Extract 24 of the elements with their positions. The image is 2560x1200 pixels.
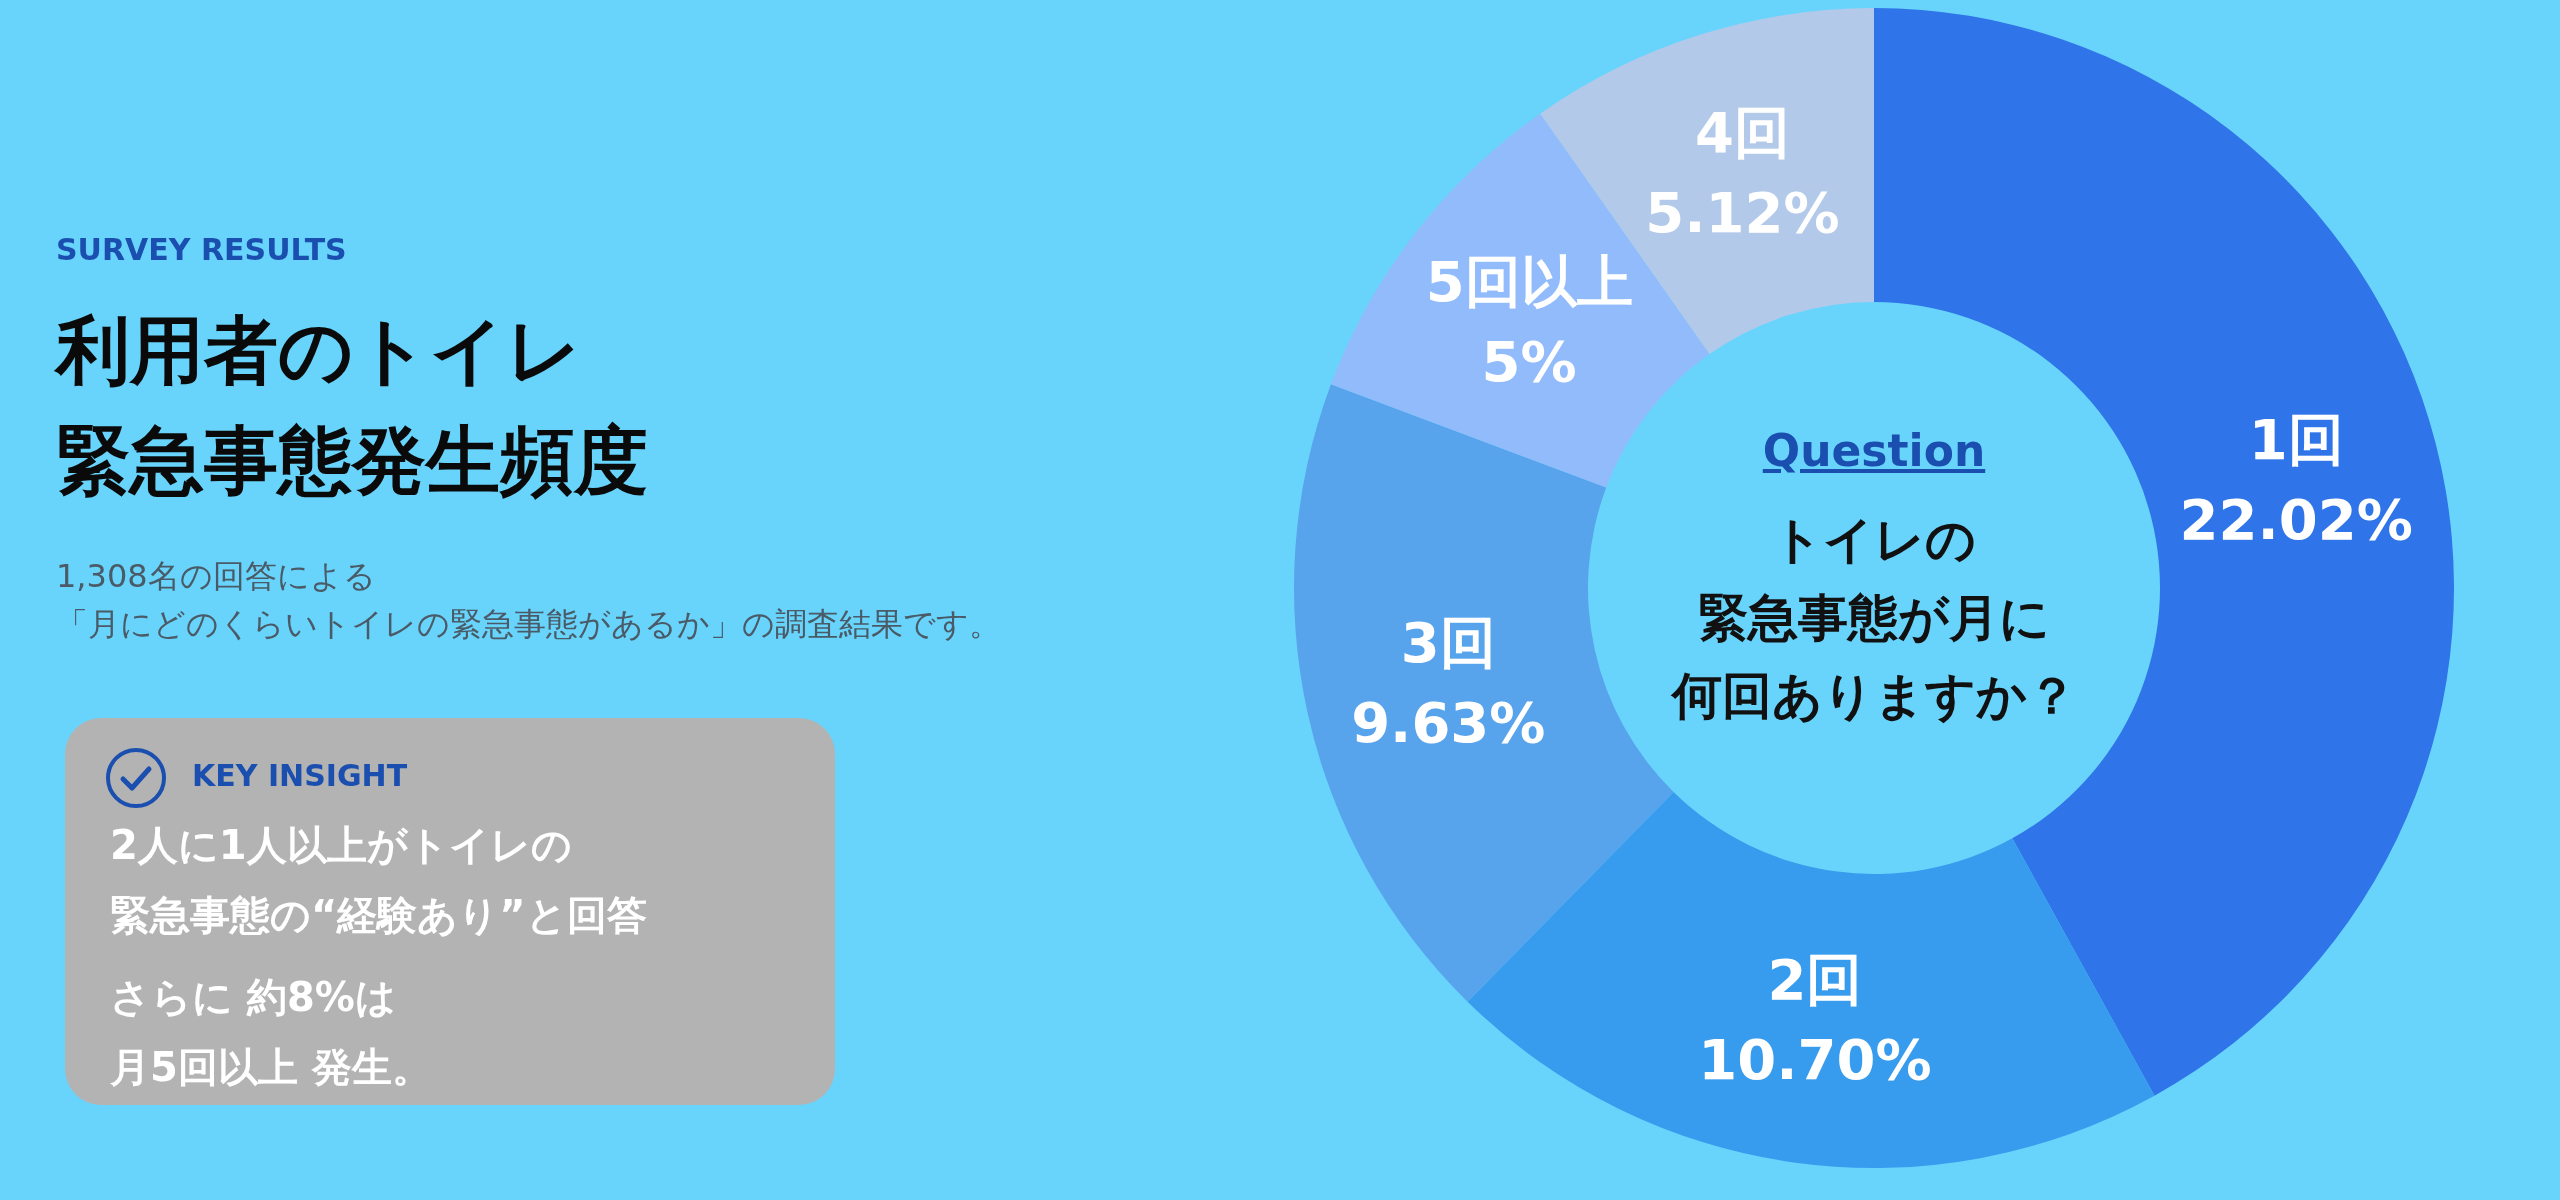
text: 利用者のトイレ xyxy=(56,306,582,395)
text: 「月にどのくらいトイレの緊急事態があるか」の調査結果です。 xyxy=(56,604,1001,645)
data-label: 22.02% xyxy=(2179,486,2413,552)
text: 1,308名の回答による xyxy=(56,556,376,597)
slice-label: 3回 xyxy=(1400,609,1496,675)
data-label: 5.12% xyxy=(1645,179,1840,245)
text: Question xyxy=(1762,425,1986,476)
data-label: 5% xyxy=(1481,328,1577,394)
slice-label: 1回 xyxy=(2248,406,2344,472)
slice-label: 4回 xyxy=(1694,99,1790,165)
text: 月5回以上 発生。 xyxy=(110,1043,432,1092)
slice-label: 5回以上 xyxy=(1425,248,1633,314)
text: 緊急事態が月に xyxy=(1698,588,2050,649)
data-label: 10.70% xyxy=(1698,1027,1932,1093)
text: KEY INSIGHT xyxy=(192,758,408,793)
slice-label: 2回 xyxy=(1767,947,1863,1013)
text: SURVEY RESULTS xyxy=(56,232,347,267)
text: さらに 約8%は xyxy=(110,973,396,1022)
data-label: 9.63% xyxy=(1351,689,1546,755)
text: 緊急事態発生頻度 xyxy=(56,416,648,505)
text: 緊急事態の“経験あり”と回答 xyxy=(110,891,647,940)
text: 何回ありますか？ xyxy=(1671,666,2077,727)
text: トイレの xyxy=(1772,510,1976,571)
text: 2人に1人以上がトイレの xyxy=(110,821,572,870)
